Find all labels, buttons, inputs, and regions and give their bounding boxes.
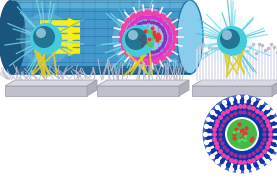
Polygon shape [97, 86, 179, 96]
Circle shape [222, 30, 232, 40]
Circle shape [225, 117, 259, 151]
Polygon shape [5, 86, 87, 96]
Circle shape [128, 30, 138, 40]
Circle shape [36, 28, 46, 38]
Polygon shape [12, 0, 190, 8]
Circle shape [227, 119, 257, 149]
Polygon shape [272, 80, 277, 96]
Polygon shape [12, 0, 190, 74]
Polygon shape [192, 80, 277, 86]
Circle shape [125, 28, 147, 50]
Polygon shape [192, 86, 272, 96]
Ellipse shape [177, 0, 203, 74]
Polygon shape [97, 80, 189, 86]
Circle shape [20, 13, 72, 65]
Circle shape [220, 29, 240, 49]
Circle shape [217, 26, 247, 56]
Ellipse shape [0, 0, 25, 74]
Polygon shape [12, 66, 190, 74]
Circle shape [112, 15, 164, 67]
Circle shape [122, 25, 154, 57]
Circle shape [204, 96, 277, 172]
Polygon shape [87, 80, 97, 96]
Circle shape [207, 16, 257, 66]
Polygon shape [5, 80, 97, 86]
Polygon shape [179, 80, 189, 96]
Circle shape [30, 23, 62, 55]
Circle shape [119, 8, 177, 66]
Circle shape [33, 26, 55, 48]
